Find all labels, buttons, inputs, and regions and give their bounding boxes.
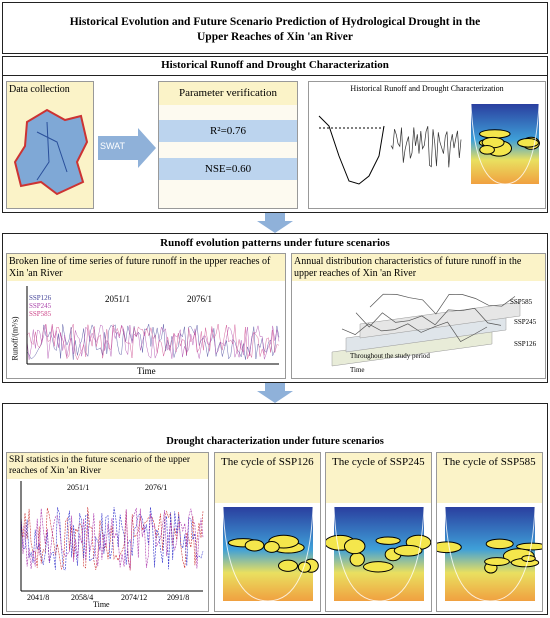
wavelet: [222, 506, 319, 602]
panel-title: SRI statistics in the future scenario of…: [7, 453, 208, 479]
wavelet-bg: [223, 507, 313, 601]
wavelet-blob: [362, 561, 394, 573]
legend-item: SSP245: [29, 302, 52, 310]
section-3: [2, 403, 548, 615]
runoff-series: [26, 324, 280, 360]
sri-series: [20, 507, 204, 571]
cycle-panel: The cycle of SSP126: [214, 452, 321, 612]
surface: [359, 301, 521, 339]
annual-line: [355, 307, 502, 328]
x-label: Time: [350, 366, 365, 374]
sri-series: [20, 507, 204, 570]
wavelet-blob: [263, 541, 280, 553]
series-label: SSP126: [514, 340, 537, 348]
wavelet-blob: [297, 561, 312, 573]
wavelet-blob: [516, 542, 542, 551]
wavelet: [437, 506, 542, 602]
legend-item: SSP126: [29, 294, 52, 302]
cycle-panel: The cycle of SSP585: [436, 452, 543, 612]
down-arrow: [257, 213, 293, 233]
arrow-shape: [257, 383, 293, 403]
legend-item: SSP585: [29, 310, 52, 318]
historical-panel: Historical Runoff and Drought Characteri…: [308, 81, 546, 209]
annual-line: [369, 293, 516, 315]
annual-chart: [331, 293, 521, 367]
annotation: 2076/1: [145, 483, 168, 492]
arrow-shape: [257, 213, 293, 233]
cone: [333, 506, 425, 602]
arrow-shape: [98, 128, 156, 168]
cone: [444, 506, 536, 602]
x-tick-label: 2041/8: [27, 593, 50, 602]
map: [13, 108, 89, 196]
x-tick-label: 2074/12: [121, 593, 148, 602]
drought-line: [390, 126, 462, 168]
y-label: Runoff/(m³/s): [10, 316, 20, 361]
x-tick-label: 2091/8: [167, 593, 190, 602]
arrow-label: SWAT: [100, 141, 125, 151]
sri-panel: SRI statistics in the future scenario of…: [6, 452, 209, 612]
sri-series: [20, 507, 204, 571]
panel-title: Broken line of time series of future run…: [7, 254, 285, 281]
wavelet-blob: [278, 559, 299, 572]
section-title: Runoff evolution patterns under future s…: [160, 237, 390, 249]
x-tick-label: 2058/4: [71, 593, 94, 602]
panel-title: The cycle of SSP126: [215, 453, 320, 503]
wavelet-blob: [517, 137, 539, 148]
river: [36, 121, 68, 181]
runoff-series: [26, 323, 280, 361]
series-label: SSP585: [510, 298, 533, 306]
panel-title: Parameter verification: [159, 82, 297, 105]
cycle-panel: The cycle of SSP245: [325, 452, 432, 612]
main-title: Historical Evolution and Future Scenario…: [2, 2, 548, 54]
cone: [470, 103, 540, 185]
section-1: [2, 56, 548, 213]
sri-chart: [20, 481, 204, 592]
wavelet-blob: [485, 538, 514, 550]
panel-title: Data collection: [7, 82, 93, 98]
wavelet-blob: [244, 539, 265, 552]
basin-map: [13, 108, 89, 196]
panel-title: Annual distribution characteristics of f…: [292, 254, 545, 281]
historical-charts: [318, 103, 540, 185]
x-label: Time: [93, 600, 110, 609]
annotation: 2076/1: [187, 294, 213, 304]
runoff-chart: [26, 286, 280, 365]
divider: [2, 75, 548, 76]
section-title: Historical Runoff and Drought Characteri…: [161, 59, 389, 71]
wavelet-blob: [393, 544, 423, 557]
wavelet-blob: [349, 552, 365, 567]
wavelet-blob: [484, 557, 510, 567]
metric: R²=0.76: [159, 120, 297, 142]
panel-title: Historical Runoff and Drought Characteri…: [309, 82, 545, 96]
annual-panel: Annual distribution characteristics of f…: [291, 253, 546, 379]
runoff-panel: Broken line of time series of future run…: [6, 253, 286, 379]
note: Throughout the study period: [350, 352, 430, 360]
cone: [222, 506, 314, 602]
series-label: SSP245: [514, 318, 537, 326]
data-collection-panel: Data collection: [6, 81, 94, 209]
x-label: Time: [137, 366, 156, 376]
annotation: 2051/1: [105, 294, 131, 304]
section-title: Drought characterization under future sc…: [166, 436, 384, 447]
wavelet-blob: [375, 536, 401, 545]
panel-title: The cycle of SSP245: [326, 453, 431, 503]
wavelet: [326, 506, 431, 602]
down-arrow: [257, 383, 293, 403]
runoff-line: [318, 115, 385, 185]
arrow: [98, 128, 156, 168]
metric: NSE=0.60: [159, 158, 297, 180]
wavelet-blob: [479, 144, 495, 155]
annual-line: [341, 321, 488, 343]
wavelet-blob: [343, 538, 366, 555]
section-2: [2, 233, 548, 383]
verification-panel: Parameter verification R²=0.76 NSE=0.60: [158, 81, 298, 209]
wavelet-blob: [479, 129, 511, 139]
panel-title: The cycle of SSP585: [437, 453, 542, 503]
annotation: 2051/1: [67, 483, 90, 492]
